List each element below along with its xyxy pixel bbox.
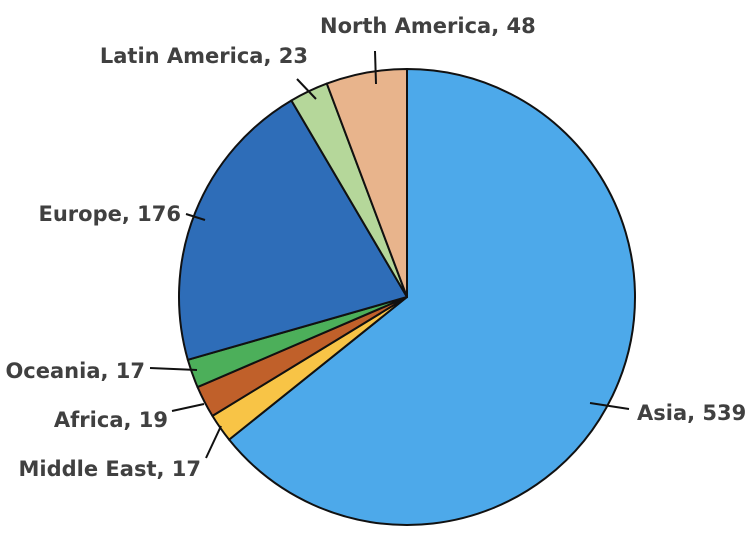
pie-slice-europe [177, 99, 408, 361]
leader-line-europe [185, 213, 206, 221]
slice-label-oceania: Oceania, 17 [5, 359, 145, 383]
leader-line-latin-america [296, 78, 317, 100]
slice-label-north-america: North America, 48 [320, 14, 536, 38]
pie-slice-north-america [325, 68, 408, 298]
leader-line-north-america [374, 50, 377, 85]
slice-labels: Asia, 539 Middle East, 17 Africa, 19 Oceani… [5, 14, 746, 481]
slice-label-middle-east: Middle East, 17 [19, 457, 201, 481]
leader-line-africa [171, 403, 205, 412]
pie-slice-asia [228, 68, 636, 526]
leader-line-oceania [149, 367, 198, 371]
leader-line-middle-east [205, 425, 222, 459]
slice-label-africa: Africa, 19 [54, 408, 168, 432]
leader-lines [149, 50, 630, 459]
slice-label-europe: Europe, 176 [39, 202, 181, 226]
slice-label-latin-america: Latin America, 23 [100, 44, 308, 68]
slice-label-asia: Asia, 539 [637, 401, 746, 425]
leader-line-asia [589, 402, 630, 410]
pie-slices [177, 68, 636, 526]
